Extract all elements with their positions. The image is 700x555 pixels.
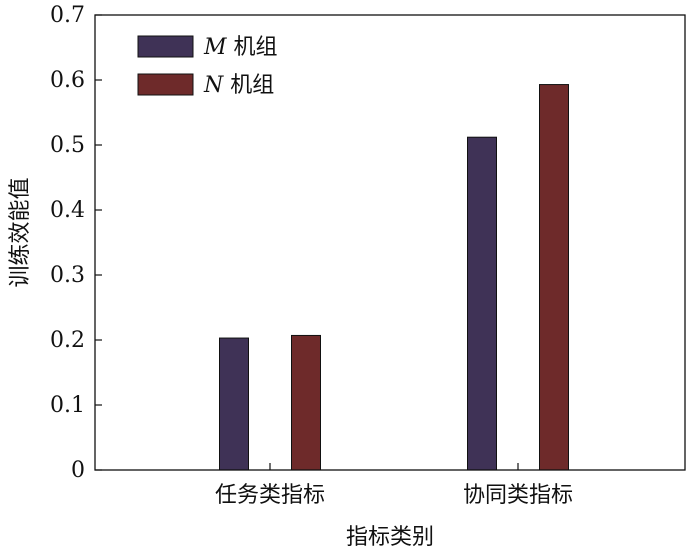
y-axis-label: 训练效能值 xyxy=(8,177,33,287)
bar-n-task xyxy=(291,334,321,471)
y-tick-label: 0.1 xyxy=(50,393,85,418)
plot-frame xyxy=(94,14,686,471)
legend-label-n-var: N xyxy=(203,73,224,98)
legend-label-m-rest: 机组 xyxy=(227,35,278,60)
bars xyxy=(219,84,569,471)
y-tick-label: 0.6 xyxy=(50,68,85,93)
legend: M 机组 N 机组 xyxy=(137,35,278,98)
y-axis-ticks: 0 0.1 0.2 0.3 0.4 0.5 0.6 0.7 xyxy=(50,3,102,483)
legend-label-m: M 机组 xyxy=(203,35,278,60)
x-axis-ticks: 任务类指标 协同类指标 xyxy=(215,463,573,508)
y-tick-label: 0.7 xyxy=(50,3,85,28)
x-category-label: 协同类指标 xyxy=(463,483,573,508)
y-tick-label: 0.3 xyxy=(50,263,85,288)
legend-label-n: N 机组 xyxy=(203,73,274,98)
y-tick-label: 0 xyxy=(71,458,85,483)
bar-n-cooperation xyxy=(539,84,569,471)
legend-label-m-var: M xyxy=(203,35,227,60)
y-tick-label: 0.2 xyxy=(50,328,85,353)
y-tick-label: 0.4 xyxy=(50,198,85,223)
legend-label-n-rest: 机组 xyxy=(223,73,274,98)
legend-swatch-m xyxy=(137,35,194,58)
bar-m-task xyxy=(219,337,249,471)
axes xyxy=(94,14,686,471)
y-tick-label: 0.5 xyxy=(50,133,85,158)
x-axis-label: 指标类别 xyxy=(346,525,434,550)
bar-m-cooperation xyxy=(467,136,497,471)
x-category-label: 任务类指标 xyxy=(215,483,325,508)
legend-swatch-n xyxy=(137,73,194,96)
